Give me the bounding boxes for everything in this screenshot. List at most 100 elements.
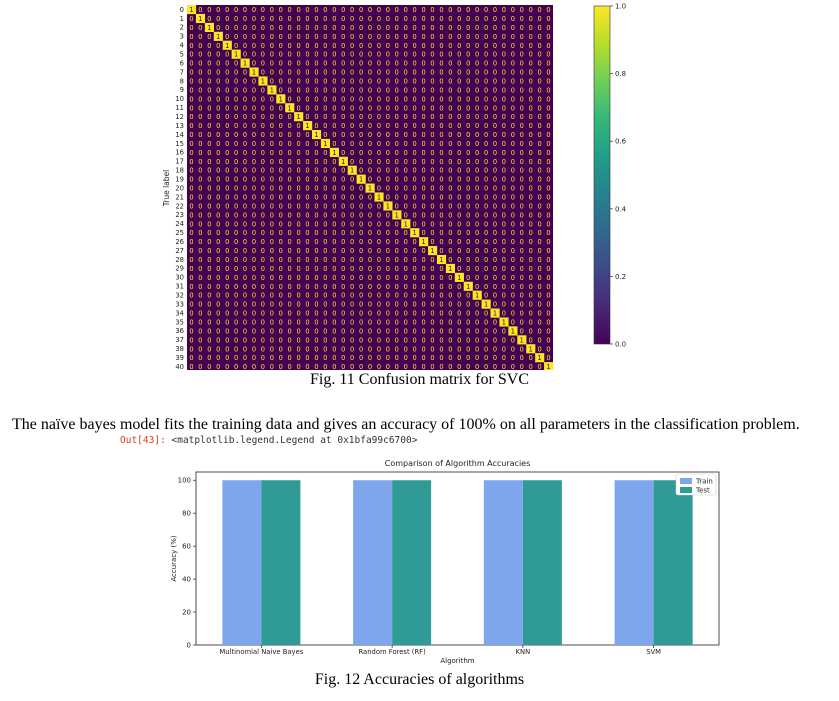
matrix-cell-value: 0 [341,310,345,318]
matrix-cell-value: 0 [305,354,309,362]
matrix-cell-value: 0 [261,86,265,94]
matrix-cell-value: 0 [261,345,265,353]
matrix-cell-value: 0 [520,122,524,130]
matrix-cell-value: 0 [484,211,488,219]
matrix-cell-value: 0 [466,194,470,202]
matrix-cell-value: 0 [493,176,497,184]
matrix-cell-value: 0 [225,265,229,273]
matrix-cell-value: 0 [484,247,488,255]
matrix-cell-value: 0 [368,158,372,166]
matrix-cell-value: 0 [305,336,309,344]
matrix-cell-value: 0 [520,86,524,94]
matrix-cell-value: 0 [189,60,193,68]
matrix-cell-value: 0 [493,158,497,166]
matrix-cell-value: 0 [314,220,318,228]
matrix-cell-diagonal [187,5,197,15]
matrix-cell-value: 0 [430,158,434,166]
matrix-cell-value: 0 [198,274,202,282]
matrix-cell-value: 0 [243,86,247,94]
matrix-cell-value: 0 [198,345,202,353]
matrix-cell-value: 0 [448,247,452,255]
matrix-cell-value: 0 [386,69,390,77]
matrix-cell-value: 0 [430,194,434,202]
matrix-cell-diagonal [231,49,241,59]
matrix-cell-value: 0 [538,310,542,318]
matrix-cell-value: 0 [270,336,274,344]
matrix-cell-value: 0 [270,274,274,282]
matrix-cell-value: 0 [359,274,363,282]
matrix-cell-value: 0 [457,363,461,370]
matrix-cell-value: 0 [216,167,220,175]
matrix-cell-value: 0 [457,283,461,291]
matrix-cell-value: 0 [404,131,408,139]
matrix-cell-value: 0 [305,158,309,166]
matrix-cell-value: 0 [404,122,408,130]
matrix-cell-value: 0 [466,345,470,353]
matrix-cell-value: 0 [430,33,434,41]
matrix-cell-value: 0 [323,220,327,228]
matrix-cell-value: 0 [296,274,300,282]
matrix-cell-value: 0 [323,60,327,68]
matrix-cell-value: 0 [341,15,345,23]
matrix-cell-value: 0 [189,42,193,50]
matrix-cell-value: 0 [288,95,292,103]
matrix-cell-value: 0 [457,131,461,139]
matrix-cell-value: 0 [296,131,300,139]
matrix-cell-value: 0 [243,265,247,273]
matrix-cell-value: 0 [296,256,300,264]
matrix-cell-value: 0 [288,327,292,335]
matrix-cell-value: 0 [546,69,550,77]
matrix-cell-value: 0 [252,283,256,291]
matrix-cell-value: 0 [350,363,354,370]
matrix-cell-value: 0 [546,24,550,32]
matrix-cell-value: 0 [493,238,497,246]
matrix-cell-value: 0 [270,140,274,148]
matrix-cell-value: 0 [529,319,533,327]
matrix-cell-value: 0 [270,283,274,291]
matrix-cell-value: 0 [243,6,247,14]
matrix-cell-value: 0 [484,220,488,228]
matrix-cell-value: 0 [413,363,417,370]
matrix-cell-value: 0 [288,256,292,264]
matrix-cell-value: 0 [457,247,461,255]
matrix-cell-value: 0 [252,24,256,32]
matrix-cell-value: 0 [252,211,256,219]
matrix-cell-value: 0 [466,6,470,14]
matrix-cell-value: 0 [484,113,488,121]
matrix-cell-value: 0 [207,256,211,264]
matrix-cell-value: 0 [207,202,211,210]
y-tick-label: 2 [180,24,184,32]
matrix-cell-value: 0 [546,6,550,14]
matrix-cell-value: 0 [189,51,193,59]
y-tick-label: 30 [175,274,184,282]
matrix-cell-value: 0 [421,194,425,202]
y-tick-label: 33 [175,300,184,308]
matrix-cell-value: 0 [314,149,318,157]
matrix-cell-value: 0 [243,185,247,193]
matrix-cell-value: 0 [466,104,470,112]
matrix-cell-value: 0 [457,77,461,85]
matrix-cell-value: 0 [207,149,211,157]
matrix-cell-value: 0 [341,60,345,68]
matrix-cell-value: 0 [243,283,247,291]
matrix-cell-value: 0 [323,176,327,184]
y-tick-label: 10 [175,95,184,103]
matrix-cell-value: 0 [395,310,399,318]
matrix-cell-value: 0 [538,194,542,202]
matrix-cell-value: 0 [377,131,381,139]
matrix-cell-value: 0 [305,194,309,202]
matrix-cell-value: 0 [296,292,300,300]
matrix-cell-value: 0 [279,354,283,362]
matrix-cell-diagonal [401,219,411,229]
matrix-cell-value: 0 [270,24,274,32]
matrix-cell-value: 0 [350,354,354,362]
matrix-cell-value: 0 [341,77,345,85]
matrix-cell-value: 0 [323,33,327,41]
matrix-cell-value: 1 [198,15,202,23]
matrix-cell-value: 0 [413,51,417,59]
matrix-cell-value: 0 [466,69,470,77]
matrix-cell-value: 0 [341,211,345,219]
matrix-cell-value: 0 [386,24,390,32]
matrix-cell-value: 0 [243,336,247,344]
matrix-cell-value: 0 [475,319,479,327]
